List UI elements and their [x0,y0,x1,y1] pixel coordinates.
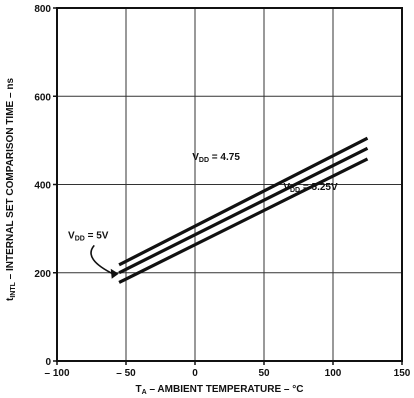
x-tick-label: 150 [394,368,411,379]
annotation-vdd-5-main: V [68,230,75,241]
annotation-vdd-5-25: VDD = 5.25V [283,182,338,194]
annotation-vdd-5-25-main: V [283,182,290,193]
x-tick-label: – 100 [44,368,69,379]
series-line-2 [118,157,369,284]
y-tick-label: 200 [34,269,51,280]
y-tick-label: 400 [34,181,51,192]
series-line-0 [118,136,369,267]
annotation-vdd-5: VDD = 5V [68,230,109,242]
x-tick-label: 50 [258,368,270,379]
x-axis-title-main: T [136,384,142,395]
y-tick-label: 800 [34,4,51,15]
annotation-arrow [90,244,116,276]
annotation-vdd-5-25-rest: = 5.25V [300,182,338,193]
annotation-vdd-5-sub: DD [75,235,85,242]
y-axis-title-main: t [5,297,16,301]
x-tick-label: – 50 [116,368,136,379]
annotation-vdd-5-rest: = 5V [85,230,109,241]
x-axis-title-rest: – AMBIENT TEMPERATURE – °C [147,384,304,395]
annotation-vdd-4-75-sub: DD [199,157,209,164]
grid-layer [57,8,402,361]
x-axis-title: TA – AMBIENT TEMPERATURE – °C [136,384,304,396]
x-tick-label: 0 [192,368,198,379]
annotation-vdd-4-75-main: V [192,152,199,163]
y-axis-title-rest: – INTERNAL SET COMPARISON TIME – ns [5,78,16,283]
annotation-arrowhead [110,268,119,279]
y-tick-label: 600 [34,92,51,103]
x-tick-label: 100 [325,368,342,379]
annotation-vdd-4-75-rest: = 4.75 [209,152,240,163]
y-tick-label: 0 [45,357,51,368]
series-line-1 [118,146,369,275]
annotation-vdd-5-25-sub: DD [290,187,300,194]
y-axis-title: tINTL – INTERNAL SET COMPARISON TIME – n… [5,78,17,301]
tick-layer: – 100 – 50 0 50 100 150 0 200 400 600 800 [34,4,410,379]
series-layer [118,136,369,284]
y-axis-title-sub: INTL [10,281,17,297]
x-axis-title-sub: A [142,389,147,396]
annotation-vdd-4-75: VDD = 4.75 [192,152,240,164]
